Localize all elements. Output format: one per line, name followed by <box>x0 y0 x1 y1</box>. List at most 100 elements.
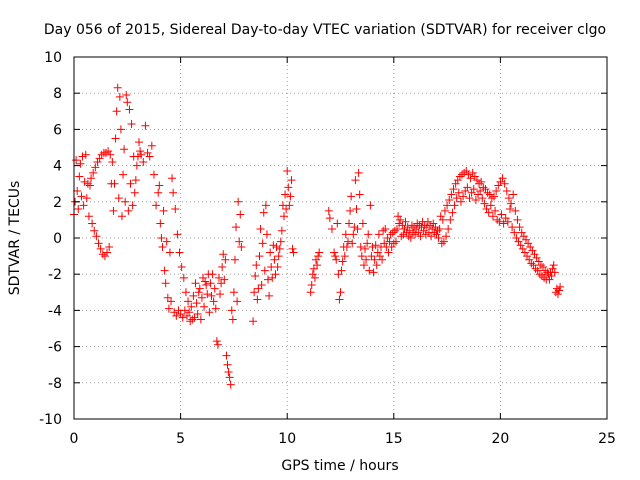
data-point <box>463 183 472 192</box>
data-point <box>210 284 219 293</box>
data-point <box>307 281 316 290</box>
data-point <box>193 310 202 319</box>
data-point <box>449 185 458 194</box>
data-point <box>381 224 390 233</box>
data-point <box>511 206 520 215</box>
data-point <box>410 223 419 232</box>
data-point <box>159 206 168 215</box>
data-point <box>515 223 524 232</box>
data-point <box>485 190 494 199</box>
data-point <box>519 232 528 241</box>
data-point <box>139 157 148 166</box>
chart-title: Day 056 of 2015, Sidereal Day-to-day VTE… <box>44 22 606 38</box>
data-point <box>435 224 444 233</box>
data-point <box>90 226 99 235</box>
data-point <box>510 228 519 237</box>
data-point <box>132 161 141 170</box>
data-point <box>450 201 459 210</box>
data-point <box>452 194 461 203</box>
data-point <box>252 261 261 270</box>
y-tick-labels: -10 -8 -6 -4 -2 0 2 4 6 8 10 <box>39 50 62 428</box>
data-point <box>257 281 266 290</box>
y-tick-label: -4 <box>48 303 62 319</box>
data-point <box>523 252 532 261</box>
data-point <box>251 272 260 281</box>
x-tick-label: 5 <box>176 431 185 447</box>
x-tick-label: 0 <box>70 431 79 447</box>
data-point <box>177 262 186 271</box>
data-point <box>287 176 296 185</box>
data-point <box>427 232 436 241</box>
data-point <box>453 176 462 185</box>
data-point <box>389 239 398 248</box>
data-point <box>396 215 405 224</box>
data-point <box>482 205 491 214</box>
data-point <box>467 188 476 197</box>
data-point <box>471 195 480 204</box>
data-point <box>88 219 97 228</box>
data-point <box>80 177 89 186</box>
data-point <box>378 255 387 264</box>
data-point <box>286 192 295 201</box>
data-point <box>154 188 163 197</box>
data-point <box>249 317 258 326</box>
data-point <box>445 195 454 204</box>
data-point <box>84 212 93 221</box>
data-point <box>438 215 447 224</box>
data-point <box>191 279 200 288</box>
data-point <box>368 243 377 252</box>
data-point <box>447 190 456 199</box>
data-point <box>274 252 283 261</box>
data-point <box>466 174 475 183</box>
data-point <box>468 168 477 177</box>
data-point <box>364 230 373 239</box>
data-point <box>234 197 243 206</box>
data-point <box>431 223 440 232</box>
data-point <box>556 282 565 291</box>
data-point <box>178 313 187 322</box>
data-point <box>122 91 131 100</box>
data-point <box>500 179 509 188</box>
data-point <box>544 270 553 279</box>
data-point <box>545 275 554 284</box>
data-point <box>109 206 118 215</box>
data-point <box>541 266 550 275</box>
data-point <box>268 273 277 282</box>
data-point <box>116 125 125 134</box>
data-point <box>379 226 388 235</box>
data-point <box>230 255 239 264</box>
data-point <box>189 291 198 300</box>
data-point <box>313 261 322 270</box>
data-point <box>124 206 133 215</box>
axis-ticks <box>73 56 608 420</box>
data-point <box>366 201 375 210</box>
data-point <box>524 239 533 248</box>
y-tick-label: -6 <box>48 340 62 356</box>
data-point <box>197 293 206 302</box>
data-point <box>143 148 152 157</box>
data-point <box>163 293 172 302</box>
data-point <box>308 270 317 279</box>
data-point <box>422 223 431 232</box>
data-point <box>187 302 196 311</box>
data-point <box>184 297 193 306</box>
data-point <box>479 183 488 192</box>
data-point <box>462 167 471 176</box>
data-point <box>486 201 495 210</box>
data-point <box>521 235 530 244</box>
data-point <box>430 228 439 237</box>
data-point <box>152 201 161 210</box>
data-point <box>112 107 121 116</box>
data-point <box>504 194 513 203</box>
data-point <box>173 230 182 239</box>
data-point <box>349 230 358 239</box>
data-point <box>236 210 245 219</box>
data-point <box>162 237 171 246</box>
data-point <box>188 315 197 324</box>
data-point <box>235 237 244 246</box>
data-point <box>336 288 345 297</box>
data-point <box>492 186 501 195</box>
data-point <box>434 234 443 242</box>
data-point <box>338 257 347 266</box>
data-point <box>77 192 86 201</box>
